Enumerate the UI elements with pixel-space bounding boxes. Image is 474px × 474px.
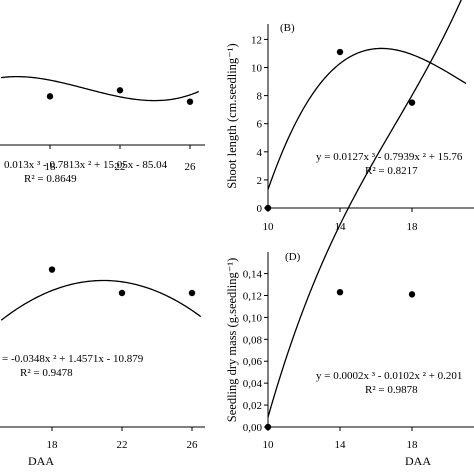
panel-c-x-tick-label: 22 [117,439,128,451]
panel-d-x-tick-label: 10 [263,439,275,451]
panel-d-y-tick-label: 0,10 [243,312,263,324]
panel-c-data-point [48,266,56,273]
panel-c-r2: R² = 0.9478 [20,367,73,379]
panel-b-x-tick-label: 14 [335,221,347,233]
panel-d-y-tick-label: 0,14 [243,269,263,281]
panel-c-data-point [118,289,126,297]
panel-b-y-tick-label: 6 [257,119,263,131]
panel-c-x-tick-label: 26 [187,439,199,451]
panel-c-x-axis-label: DAA [28,454,54,468]
panel-c: 18 22 26 = -0.0348x ² + 1.4571x - 10.879… [0,266,205,468]
panel-d-data-point [336,288,344,296]
panel-c-x-tick-label: 18 [47,439,59,451]
panel-d-y-tick-label: 0,02 [243,400,262,412]
panel-d-equation: y = 0.0002x ³ - 0.0102x ² + 0.201 [316,370,462,382]
panel-a-fit-curve [0,75,200,102]
panel-a-x-tick-label: 26 [185,161,197,173]
panel-a-data-point [46,93,54,100]
panel-d-data-point [408,291,416,298]
panel-b-y-tick-label: 4 [257,147,263,159]
panel-b-data-point [264,204,272,212]
panel-c-fit-curve [0,279,202,321]
panel-d-y-tick-label: 0,08 [243,334,263,346]
panel-b-r2: R² = 0.8217 [365,165,418,177]
panel-d-x-tick-label: 14 [335,439,347,451]
panel-d-x-axis-label: DAA [405,454,431,468]
panel-b-x-tick-label: 10 [263,221,275,233]
panel-b-y-axis-label: Shoot length (cm.seedling⁻¹) [225,43,239,188]
panel-b-y-tick-label: 0 [257,203,263,215]
panel-d-y-axis-label: Seedling dry mass (g.seedling⁻¹) [225,258,239,422]
panel-b-data-point [408,99,416,106]
panel-d-y-tick-label: 0,04 [243,378,263,390]
panel-d: 0,00 0,02 0,04 0,06 0,08 0,10 0,12 0,14 10 14 1… [225,0,474,468]
panel-d-data-point [264,423,272,431]
panel-b-y-tick-label: 8 [257,91,263,103]
panel-a-equation: 0.013x ³ - 0.7813x ² + 15.05x - 85.04 [4,159,168,171]
panel-b-label: (B) [280,22,295,34]
panel-d-x-tick-label: 18 [407,439,419,451]
panel-b-y-tick-label: 10 [251,63,263,75]
panel-a-r2: R² = 0.8649 [24,173,77,185]
panel-d-fit-curve [267,0,462,418]
panel-b-fit-curve [267,47,467,190]
panel-d-r2: R² = 0.9878 [365,384,418,396]
panel-a-data-point [116,87,124,94]
panel-a-data-point [186,98,194,105]
panel-b-y-tick-label: 2 [257,175,263,187]
panel-d-y-tick-label: 0,00 [243,422,263,434]
panel-a: 18 22 26 0.013x ³ - 0.7813x ² + 15.05x -… [0,75,205,185]
panel-d-y-tick-label: 0,12 [243,290,262,302]
panel-b-x-tick-label: 18 [407,221,419,233]
panel-a-x-tick-label: 18 [45,161,57,173]
panel-d-label: (D) [285,251,301,263]
panel-b: 0 2 4 6 8 10 12 10 14 18 (B) Shoot length (cm.… [225,22,474,233]
panel-a-x-tick-label: 22 [115,161,126,173]
panel-c-equation: = -0.0348x ² + 1.4571x - 10.879 [2,353,144,365]
panel-b-y-tick-label: 12 [251,34,262,46]
panel-b-data-point [336,48,344,56]
panel-d-y-tick-label: 0,06 [243,356,263,368]
panel-b-equation: y = 0.0127x ³ - 0.7939x ² + 15.76 [316,151,463,163]
panel-c-data-point [188,289,196,297]
